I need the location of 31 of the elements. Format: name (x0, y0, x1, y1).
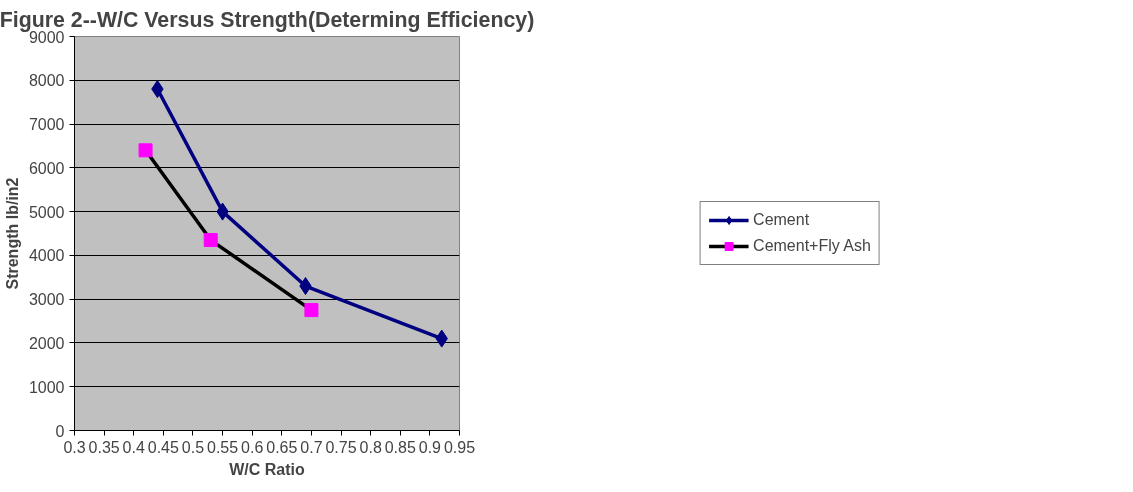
y-tick-label: 3000 (28, 291, 65, 309)
x-tick-label: 0.95 (443, 438, 476, 456)
x-tick-label: 0.5 (181, 438, 205, 456)
y-tick-label: 4000 (28, 247, 65, 265)
x-tick-label: 0.75 (325, 438, 357, 456)
y-tick-label: 7000 (28, 116, 65, 134)
y-tick-label: 5000 (28, 203, 65, 221)
y-tick-label: 8000 (28, 72, 65, 90)
point (138, 143, 153, 158)
x-tick-label: 0.4 (122, 438, 145, 456)
point (203, 233, 218, 248)
point (304, 303, 319, 318)
y-tick-label: 2000 (28, 334, 65, 352)
x-tick-label: 0.65 (266, 438, 298, 456)
x-tick-label: 0.55 (207, 438, 239, 456)
x-tick-label: 0.3 (63, 438, 86, 456)
y-tick-label: 6000 (28, 159, 65, 177)
legend-label: Cement (753, 211, 810, 229)
y-tick-label: 0 (55, 422, 65, 440)
x-tick-label: 0.45 (147, 438, 180, 456)
y-axis-title: Strength lb/in2 (3, 177, 21, 290)
x-tick-label: 0.8 (359, 438, 382, 456)
x-tick-label: 0.85 (384, 438, 416, 456)
x-axis-title: W/C Ratio (229, 460, 305, 478)
legend-label: Cement+Fly Ash (753, 237, 871, 255)
chart-title: Figure 2--W/C Versus Strength(Determing Efficiency) (0, 7, 535, 32)
x-tick-label: 0.7 (300, 438, 323, 456)
x-tick-label: 0.35 (88, 438, 120, 456)
x-tick-label: 0.9 (418, 438, 442, 456)
x-tick-label: 0.6 (241, 438, 264, 456)
y-tick-label: 1000 (28, 378, 65, 396)
